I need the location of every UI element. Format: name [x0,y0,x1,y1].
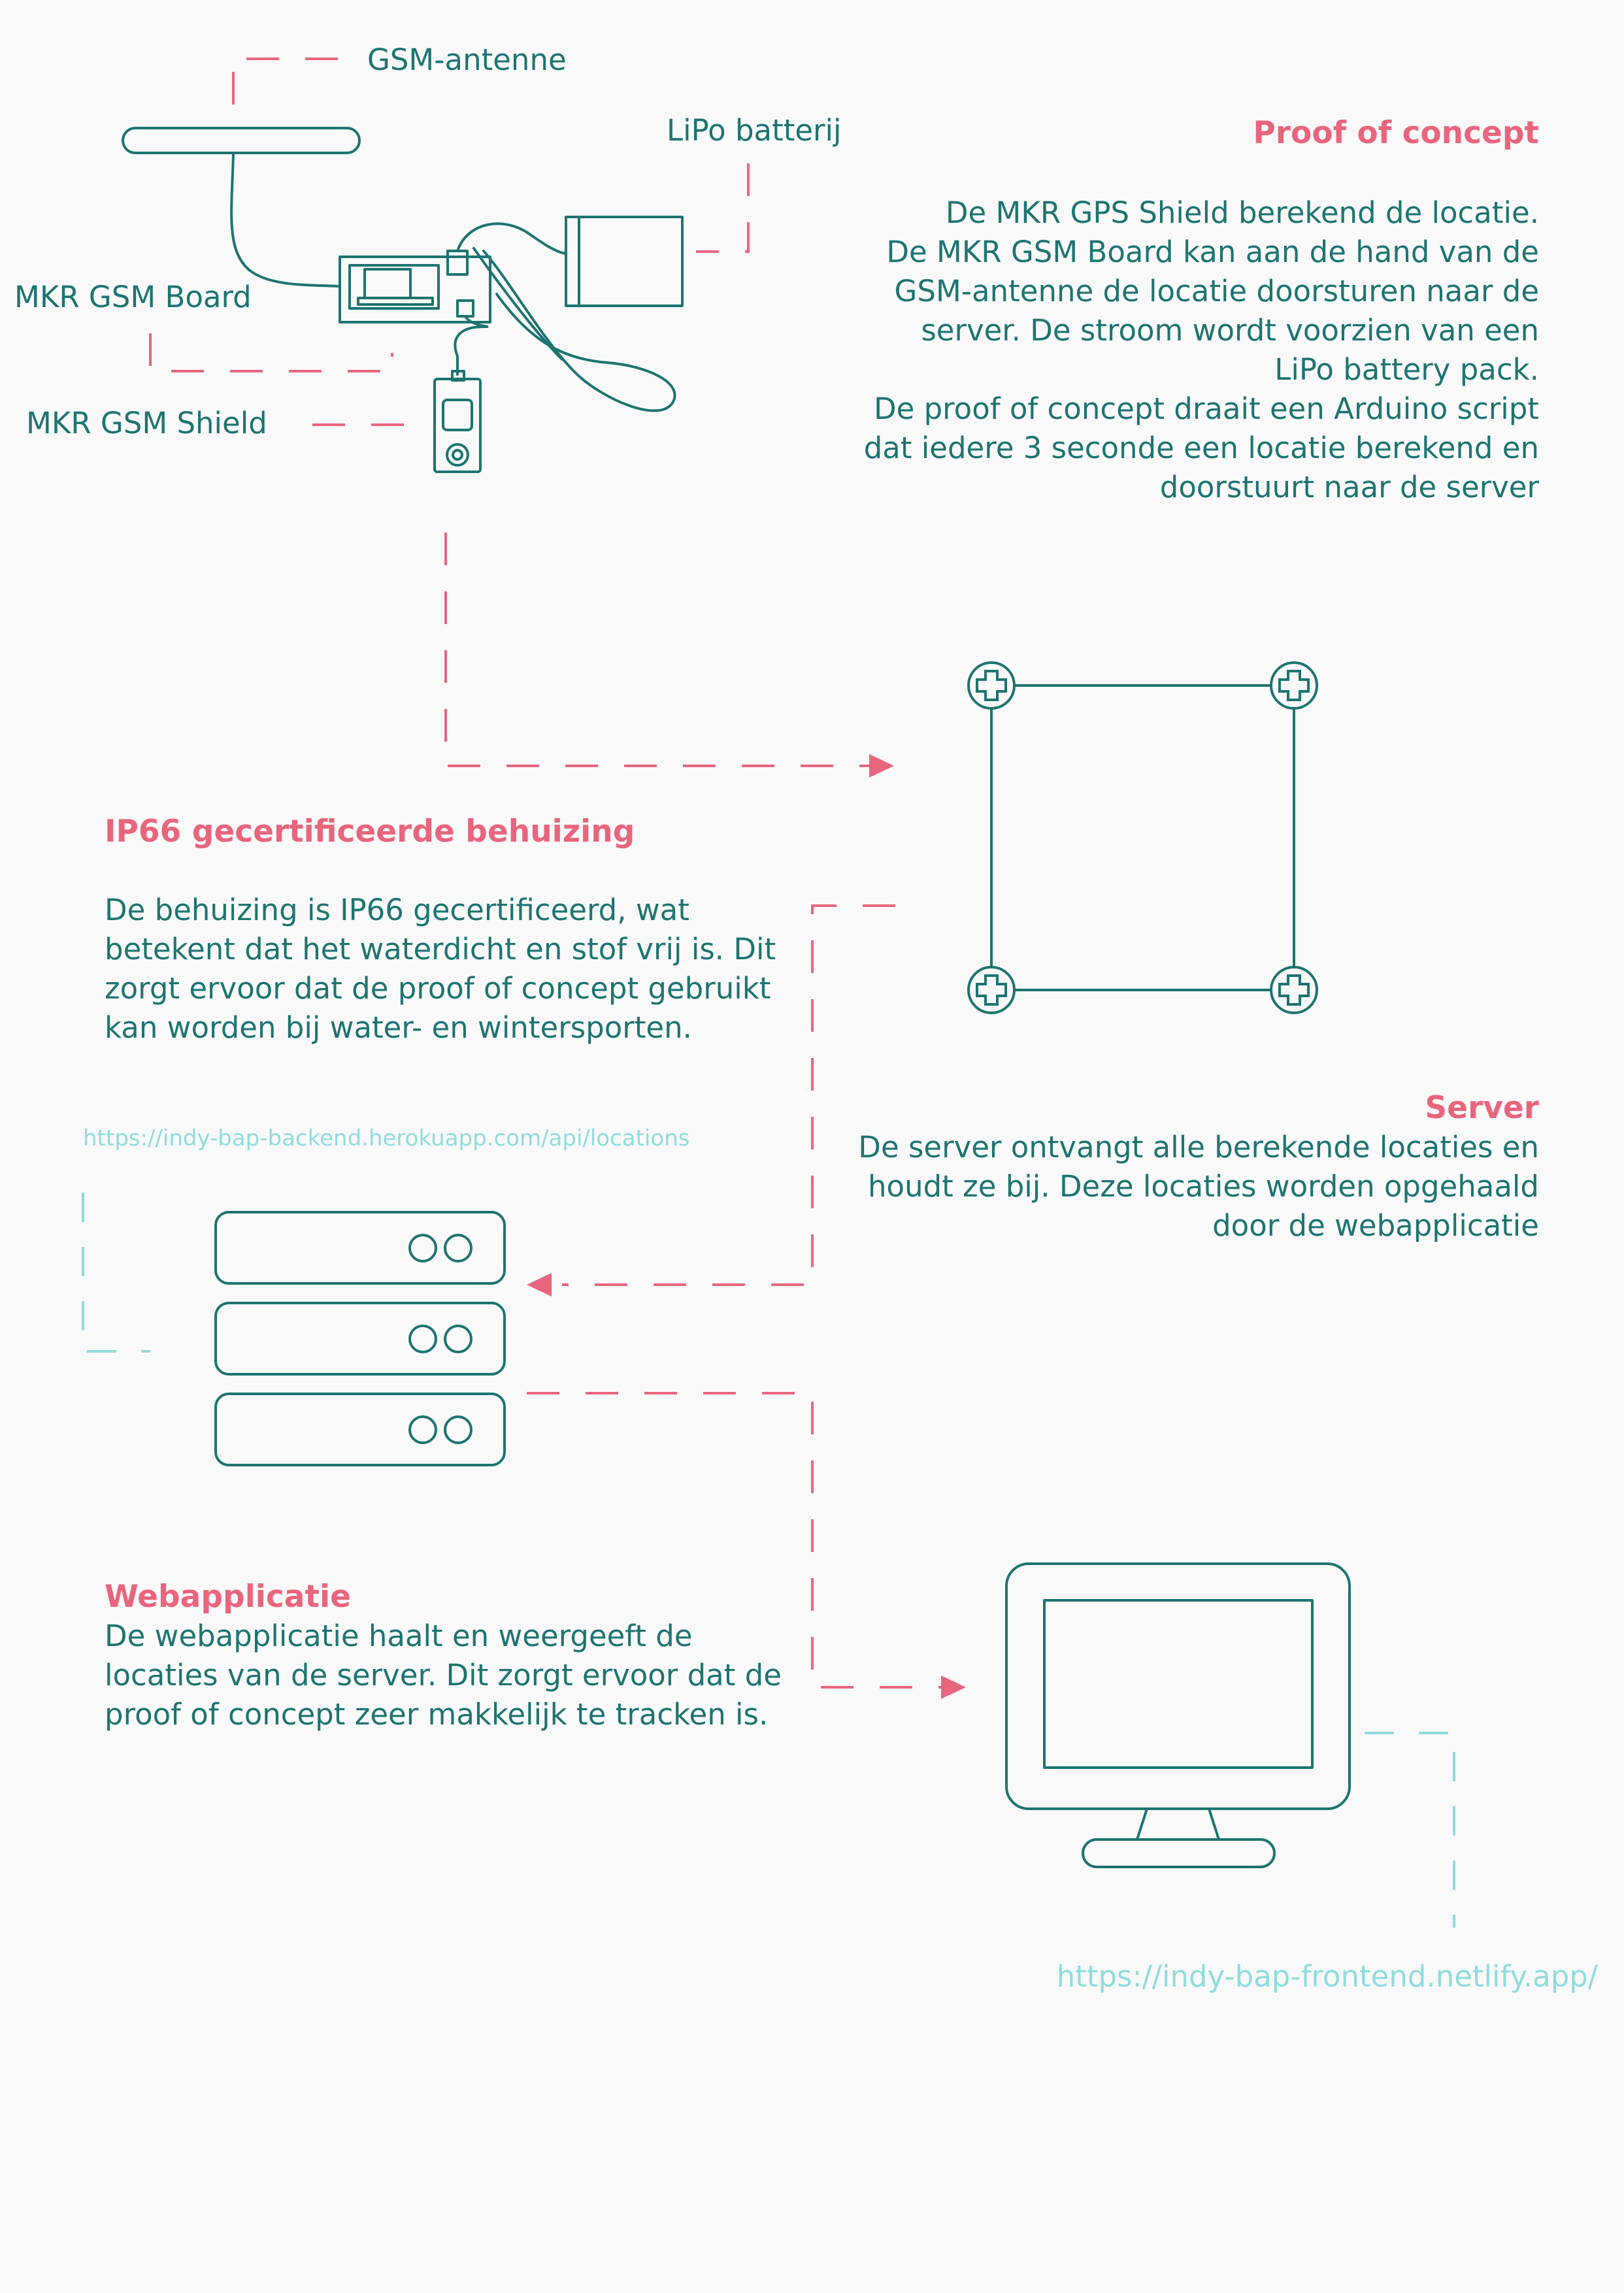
enclosure-icon [967,661,1318,1014]
pink-connectors [149,58,941,1689]
lipo-battery-label: LiPo batterij [667,113,842,148]
mkr-gsm-board-label: MKR GSM Board [14,280,252,314]
enclosure-text: De behuizing is IP66 gecertificeerd, wat… [105,893,776,1045]
backend-url-leader [82,1193,150,1353]
arrow-to-server [527,1273,552,1296]
arrowheads [527,754,966,1699]
webapp-text: De webapplicatie haalt en weergeeft de l… [105,1619,782,1732]
battery-label-leader [696,163,750,253]
server-unit [214,1211,506,1285]
gsm-antenna-label: GSM-antenne [367,42,567,77]
mkr-gsm-shield-icon [433,370,482,473]
monitor-icon [1005,1562,1351,1868]
mkr-gsm-shield-label: MKR GSM Shield [26,406,267,440]
antenna-cable [230,152,341,288]
screw-icon [967,966,1016,1014]
antenna-label-leader [232,58,346,105]
screw-icon [1270,661,1318,710]
server-title: Server [1425,1090,1539,1126]
battery-wire-b [482,250,676,412]
battery-wire-c [472,247,563,361]
server-to-webapp-connector [527,1392,941,1689]
shield-cable [454,315,489,376]
arrow-to-webapp [941,1675,966,1699]
board-label-leader [149,333,393,372]
screw-icon [967,661,1016,710]
screw-icon [1270,966,1318,1014]
proof-of-concept-title: Proof of concept [1253,115,1539,151]
enclosure-title: IP66 gecertificeerde behuizing [105,814,635,850]
device-to-enclosure-connector [444,533,869,767]
server-text: De server ontvangt alle berekende locati… [858,1130,1539,1243]
frontend-url[interactable]: https://indy-bap-frontend.netlify.app/ [1056,1959,1598,1994]
webapp-title: Webapplicatie [105,1579,351,1615]
arrow-to-enclosure [869,754,894,778]
battery-wire-a [456,222,567,255]
link-leaders [82,1193,1455,1928]
server-unit [214,1302,506,1376]
server-rack-icon [214,1211,506,1466]
server-unit [214,1393,506,1466]
backend-api-url[interactable]: https://indy-bap-backend.herokuapp.com/a… [83,1125,690,1151]
frontend-url-leader [1365,1732,1455,1928]
proof-of-concept-text: De MKR GPS Shield berekend de locatie. D… [863,195,1539,504]
gsm-antenna-icon [122,127,361,154]
lipo-battery-icon [565,216,684,307]
mkr-gsm-board-icon [339,250,491,323]
hardware-illustration [122,127,684,473]
